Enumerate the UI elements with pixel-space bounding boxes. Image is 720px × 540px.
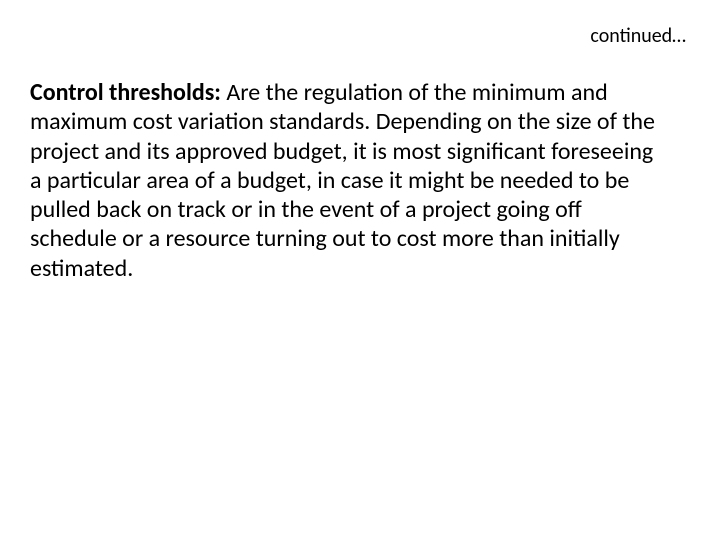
header-note: continued… <box>590 24 686 48</box>
slide: continued… Control thresholds: Are the r… <box>0 0 720 540</box>
body-bold-lead: Control thresholds: <box>30 78 226 107</box>
body-rest-text: Are the regulation of the minimum and ma… <box>30 78 655 283</box>
body-paragraph: Control thresholds: Are the regulation o… <box>30 78 670 283</box>
